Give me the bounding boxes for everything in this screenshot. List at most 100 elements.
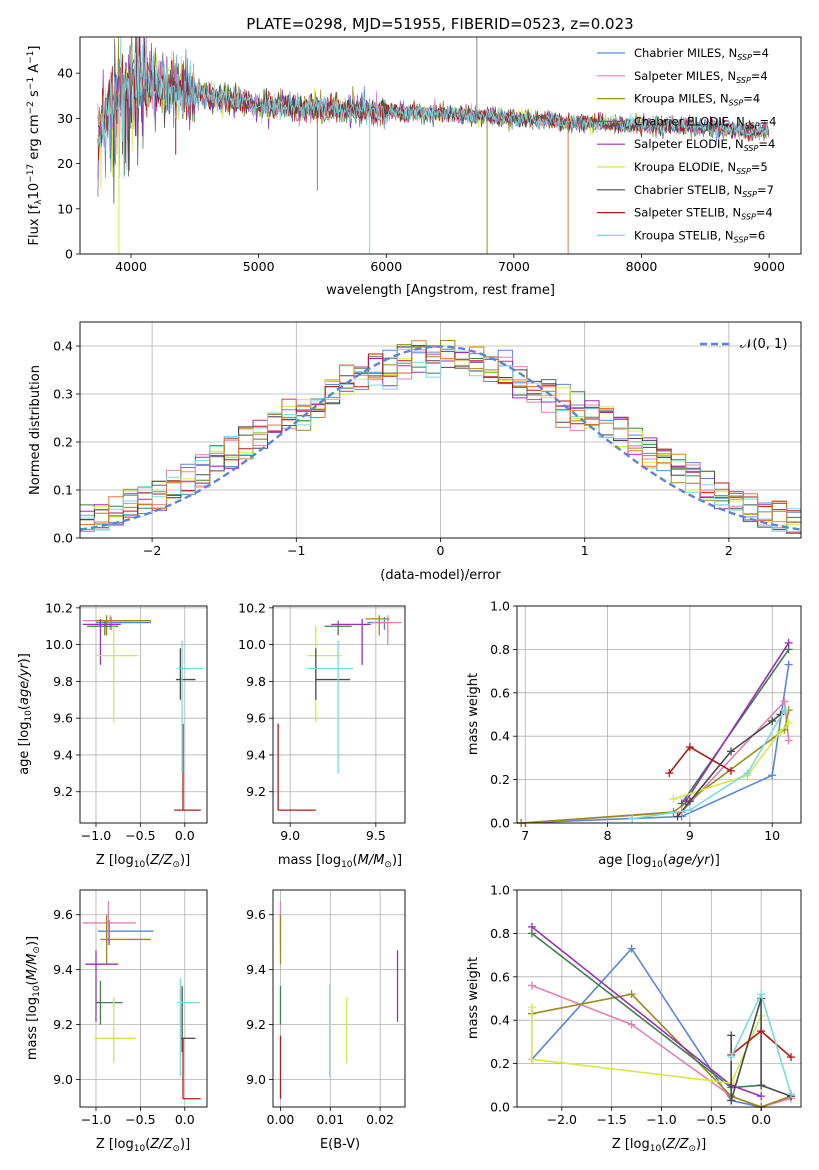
axes-frame (516, 889, 802, 1108)
spectrum-ylabel: Flux [fλ10−17 erg cm−2 s−1 A−1] (26, 46, 44, 246)
x-tick-label: 0.00 (267, 1112, 295, 1127)
legend-entry: Chabrier MILES, NSSP=4 (634, 46, 769, 62)
y-tick-label: 9.0 (53, 1072, 73, 1087)
x-tick-label: 0.02 (366, 1112, 394, 1127)
legend-entry-sub: SSP (729, 99, 744, 108)
y-tick-label: 9.6 (53, 907, 73, 922)
mass-z-ylabel-part: ⊙ (32, 946, 42, 954)
weight-z-xlabel-part: 10 (650, 1144, 662, 1154)
y-tick-label: 0.4 (490, 1013, 510, 1028)
weight-series (521, 664, 790, 824)
y-tick-label: 9.4 (246, 962, 266, 977)
axes-frame (272, 889, 406, 1108)
age-z-xlabel-part: ( (145, 853, 150, 868)
weight-series (685, 642, 790, 802)
plot-area-weight_vs_age (517, 638, 793, 827)
x-tick-label: 7 (521, 828, 529, 843)
y-tick-label: 0 (65, 247, 73, 262)
y-tick-label: 9.0 (246, 1072, 266, 1087)
legend-entry-value: =4 (751, 69, 768, 83)
y-tick-label: 9.4 (53, 962, 73, 977)
age-z-xlabel: Z [log10(Z/Z⊙)] (96, 853, 190, 870)
weight-age-ylabel: mass weight (466, 673, 481, 755)
y-tick-label: 10.2 (238, 600, 266, 615)
x-tick-label: 4000 (115, 259, 147, 274)
legend-entry-name: Kroupa ELODIE, N (634, 160, 736, 174)
plot-area-residual_hist (80, 340, 801, 534)
mass-z-xlabel-part: ⊙ (172, 1144, 180, 1154)
panel-mass_vs_ebv: 0.00 0.01 0.02 9.0 9.2 9.4 9.6 E(B-V) (246, 889, 406, 1152)
y-tick-label: 0.0 (490, 1100, 510, 1115)
x-tick-label: 10 (764, 828, 780, 843)
x-tick-label: −1.5 (596, 1112, 626, 1127)
mass-ebv-xlabel: E(B-V) (320, 1137, 360, 1152)
spectrum-ylabel-part: −2 (26, 101, 36, 114)
weight-z-ylabel: mass weight (466, 957, 481, 1039)
weight-z-xlabel-part: ⊙ (688, 1144, 696, 1154)
weight-age-xlabel-part: age [log (598, 853, 651, 868)
normal-curve (80, 345, 801, 531)
age-mass-xlabel-part: ( (353, 853, 358, 868)
age-z-xlabel-part: ⊙ (172, 860, 180, 870)
mass-z-xlabel-part: Z [log (96, 1137, 134, 1152)
legend-entry: Kroupa ELODIE, NSSP=5 (634, 160, 768, 176)
weight-z-xlabel: Z [log10(Z/Z⊙)] (612, 1137, 706, 1154)
legend-entry: Kroupa MILES, NSSP=4 (634, 92, 760, 108)
spectrum-ylabel-part: −1 (26, 77, 36, 90)
y-tick-label: 0.6 (490, 969, 510, 984)
y-tick-label: 1.0 (490, 599, 510, 614)
weight-age-xlabel: age [log10(age/yr)] (598, 853, 720, 870)
x-tick-label: 6000 (370, 259, 402, 274)
legend-entry: Chabrier ELODIE, NSSP=4 (634, 114, 776, 130)
legend-entry-name: Salpeter ELODIE, N (634, 137, 744, 151)
age-z-xlabel-part: 10 (134, 860, 146, 870)
legend-entry-name: Chabrier ELODIE, N (634, 114, 745, 128)
mass-z-xlabel-part: )] (180, 1137, 190, 1152)
legend-entry-value: =7 (757, 183, 774, 197)
x-tick-label: 0 (437, 543, 445, 558)
y-tick-label: 9.6 (246, 711, 266, 726)
plot-area-age_vs_z (82, 615, 203, 811)
y-tick-label: 10 (57, 201, 73, 216)
legend-entry-value: =4 (743, 92, 760, 106)
age-z-ylabel-part: )] (17, 653, 32, 663)
legend-entry-sub: SSP (742, 190, 757, 199)
plot-area-weight_vs_z (527, 922, 796, 1111)
plot-area-mass_vs_ebv (279, 900, 399, 1099)
mass-z-ylabel-part: ( (25, 980, 40, 985)
legend-entry: Chabrier STELIB, NSSP=7 (634, 183, 774, 199)
x-tick-label: 0.0 (751, 1112, 771, 1127)
panel-age_vs_mass: 9.0 9.5 9.2 9.4 9.6 9.8 10.0 10.2 mass [log10(M/… (238, 600, 406, 870)
spectrum-xlabel: wavelength [Angstrom, rest frame] (326, 283, 555, 298)
panel-residual_hist: −2 −1 0 1 2 0.0 0.1 0.2 0.3 0.4 𝒩(0, 1) (data-model… (28, 321, 802, 583)
y-tick-label: 9.6 (53, 711, 73, 726)
spectrum-ylabel-part: erg cm (27, 114, 42, 163)
x-tick-label: 5000 (243, 259, 275, 274)
axes-frame (272, 605, 406, 824)
y-tick-label: 10.2 (45, 600, 73, 615)
y-tick-label: 0.4 (53, 339, 73, 354)
x-tick-label: −0.5 (125, 1112, 155, 1127)
x-tick-label: −1 (287, 543, 305, 558)
y-tick-label: 1.0 (490, 883, 510, 898)
y-tick-label: 0.1 (53, 483, 73, 498)
legend-entry-value: =4 (760, 114, 777, 128)
age-z-xlabel-part: )] (180, 853, 190, 868)
y-tick-label: 0.2 (490, 1056, 510, 1071)
mass-z-xlabel-part: 10 (134, 1144, 146, 1154)
hist-ylabel: Normed distribution (28, 365, 43, 495)
age-mass-xlabel-part: ⊙ (384, 860, 392, 870)
hist-xlabel: (data-model)/error (380, 568, 501, 583)
y-tick-label: 40 (57, 66, 73, 81)
hist-series (80, 340, 801, 525)
hist-legend-label: 𝒩(0, 1) (740, 337, 787, 352)
legend-entry: Salpeter STELIB, NSSP=4 (634, 206, 773, 222)
y-tick-label: 30 (57, 111, 73, 126)
x-tick-label: 8000 (626, 259, 658, 274)
x-tick-label: 9000 (753, 259, 785, 274)
age-z-ylabel-part: age/yr (17, 662, 32, 705)
mass-z-ylabel-part: )] (25, 936, 40, 946)
legend-entry-sub: SSP (745, 121, 760, 130)
